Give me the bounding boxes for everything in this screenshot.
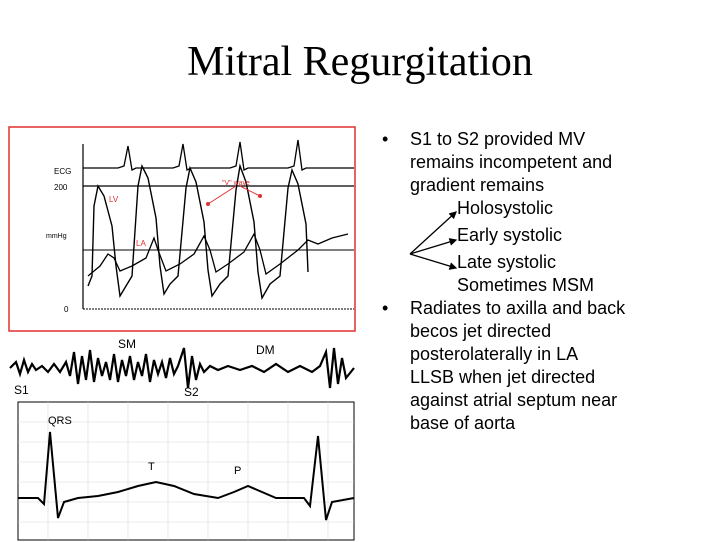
bullet-line: becos jet directed xyxy=(410,321,552,341)
scale-top-label: 200 xyxy=(54,183,68,192)
v-wave-arrow-right xyxy=(239,185,261,197)
v-wave-marker-left xyxy=(206,202,210,206)
sub-item-early-systolic: Early systolic xyxy=(457,225,563,245)
bullet-dot: • xyxy=(382,298,389,318)
la-pressure-trace xyxy=(87,232,349,277)
ecg-strip-trace xyxy=(18,431,355,521)
sub-item-holosystolic: Holosystolic xyxy=(457,198,554,218)
mr-hemodynamics-figure: ECG 200 mmHg 0 LV LA "V" wave SM DM S1 S… xyxy=(8,126,356,541)
bullet-line: LLSB when jet directed xyxy=(410,367,596,387)
ecg-label: ECG xyxy=(54,167,71,176)
bullet-line: base of aorta xyxy=(410,413,516,433)
sub-item-late-systolic: Late systolic xyxy=(457,252,557,272)
scale-bottom-label: 0 xyxy=(64,305,69,314)
v-wave-label: "V" wave xyxy=(222,180,250,187)
v-wave-marker-right xyxy=(258,194,262,198)
dm-label: DM xyxy=(256,343,275,357)
arrow-to-early-systolic-icon xyxy=(409,238,458,255)
bullet-line: gradient remains xyxy=(410,175,545,195)
v-wave-arrow-left xyxy=(207,185,237,205)
p-wave-label: P xyxy=(234,465,241,477)
sm-label: SM xyxy=(118,337,136,351)
arrow-to-holosystolic-icon xyxy=(409,211,457,255)
qrs-label: QRS xyxy=(48,415,72,427)
sub-item-sometimes-msm: Sometimes MSM xyxy=(457,275,595,295)
lv-label: LV xyxy=(109,195,119,204)
ecg-grid xyxy=(18,402,354,540)
arrow-to-late-systolic-icon xyxy=(409,253,458,270)
bullet-list: • S1 to S2 provided MV remains incompete… xyxy=(382,128,712,435)
bullet-dot: • xyxy=(382,129,389,149)
bullet-timing: • S1 to S2 provided MV remains incompete… xyxy=(382,128,712,197)
bullet-line: posterolaterally in LA xyxy=(410,344,579,364)
pressure-trace-panel: ECG 200 mmHg 0 LV LA "V" wave xyxy=(8,126,356,332)
bullet-line: remains incompetent and xyxy=(410,152,613,172)
bullet-line: S1 to S2 provided MV xyxy=(410,129,586,149)
bullet-radiation: • Radiates to axilla and back becos jet … xyxy=(382,297,712,366)
s1-label: S1 xyxy=(14,383,29,397)
ecg-trace-top xyxy=(83,139,354,171)
t-wave-label: T xyxy=(148,461,155,473)
ecg-strip-frame xyxy=(17,401,355,541)
bullet-line: Radiates to axilla and back xyxy=(410,298,626,318)
branch-arrows xyxy=(409,211,458,270)
la-label: LA xyxy=(136,239,146,248)
bullet-continuation: LLSB when jet directed against atrial se… xyxy=(382,366,712,435)
ecg-strip-panel: QRS T P xyxy=(17,401,355,541)
phonocardiogram-panel: SM DM S1 S2 xyxy=(9,337,355,399)
phonocardiogram-trace xyxy=(9,347,355,389)
s2-label: S2 xyxy=(184,385,199,399)
lv-pressure-trace xyxy=(87,163,309,301)
bullet-line: against atrial septum near xyxy=(410,390,618,410)
units-label: mmHg xyxy=(46,233,67,240)
slide-title: Mitral Regurgitation xyxy=(187,39,533,85)
